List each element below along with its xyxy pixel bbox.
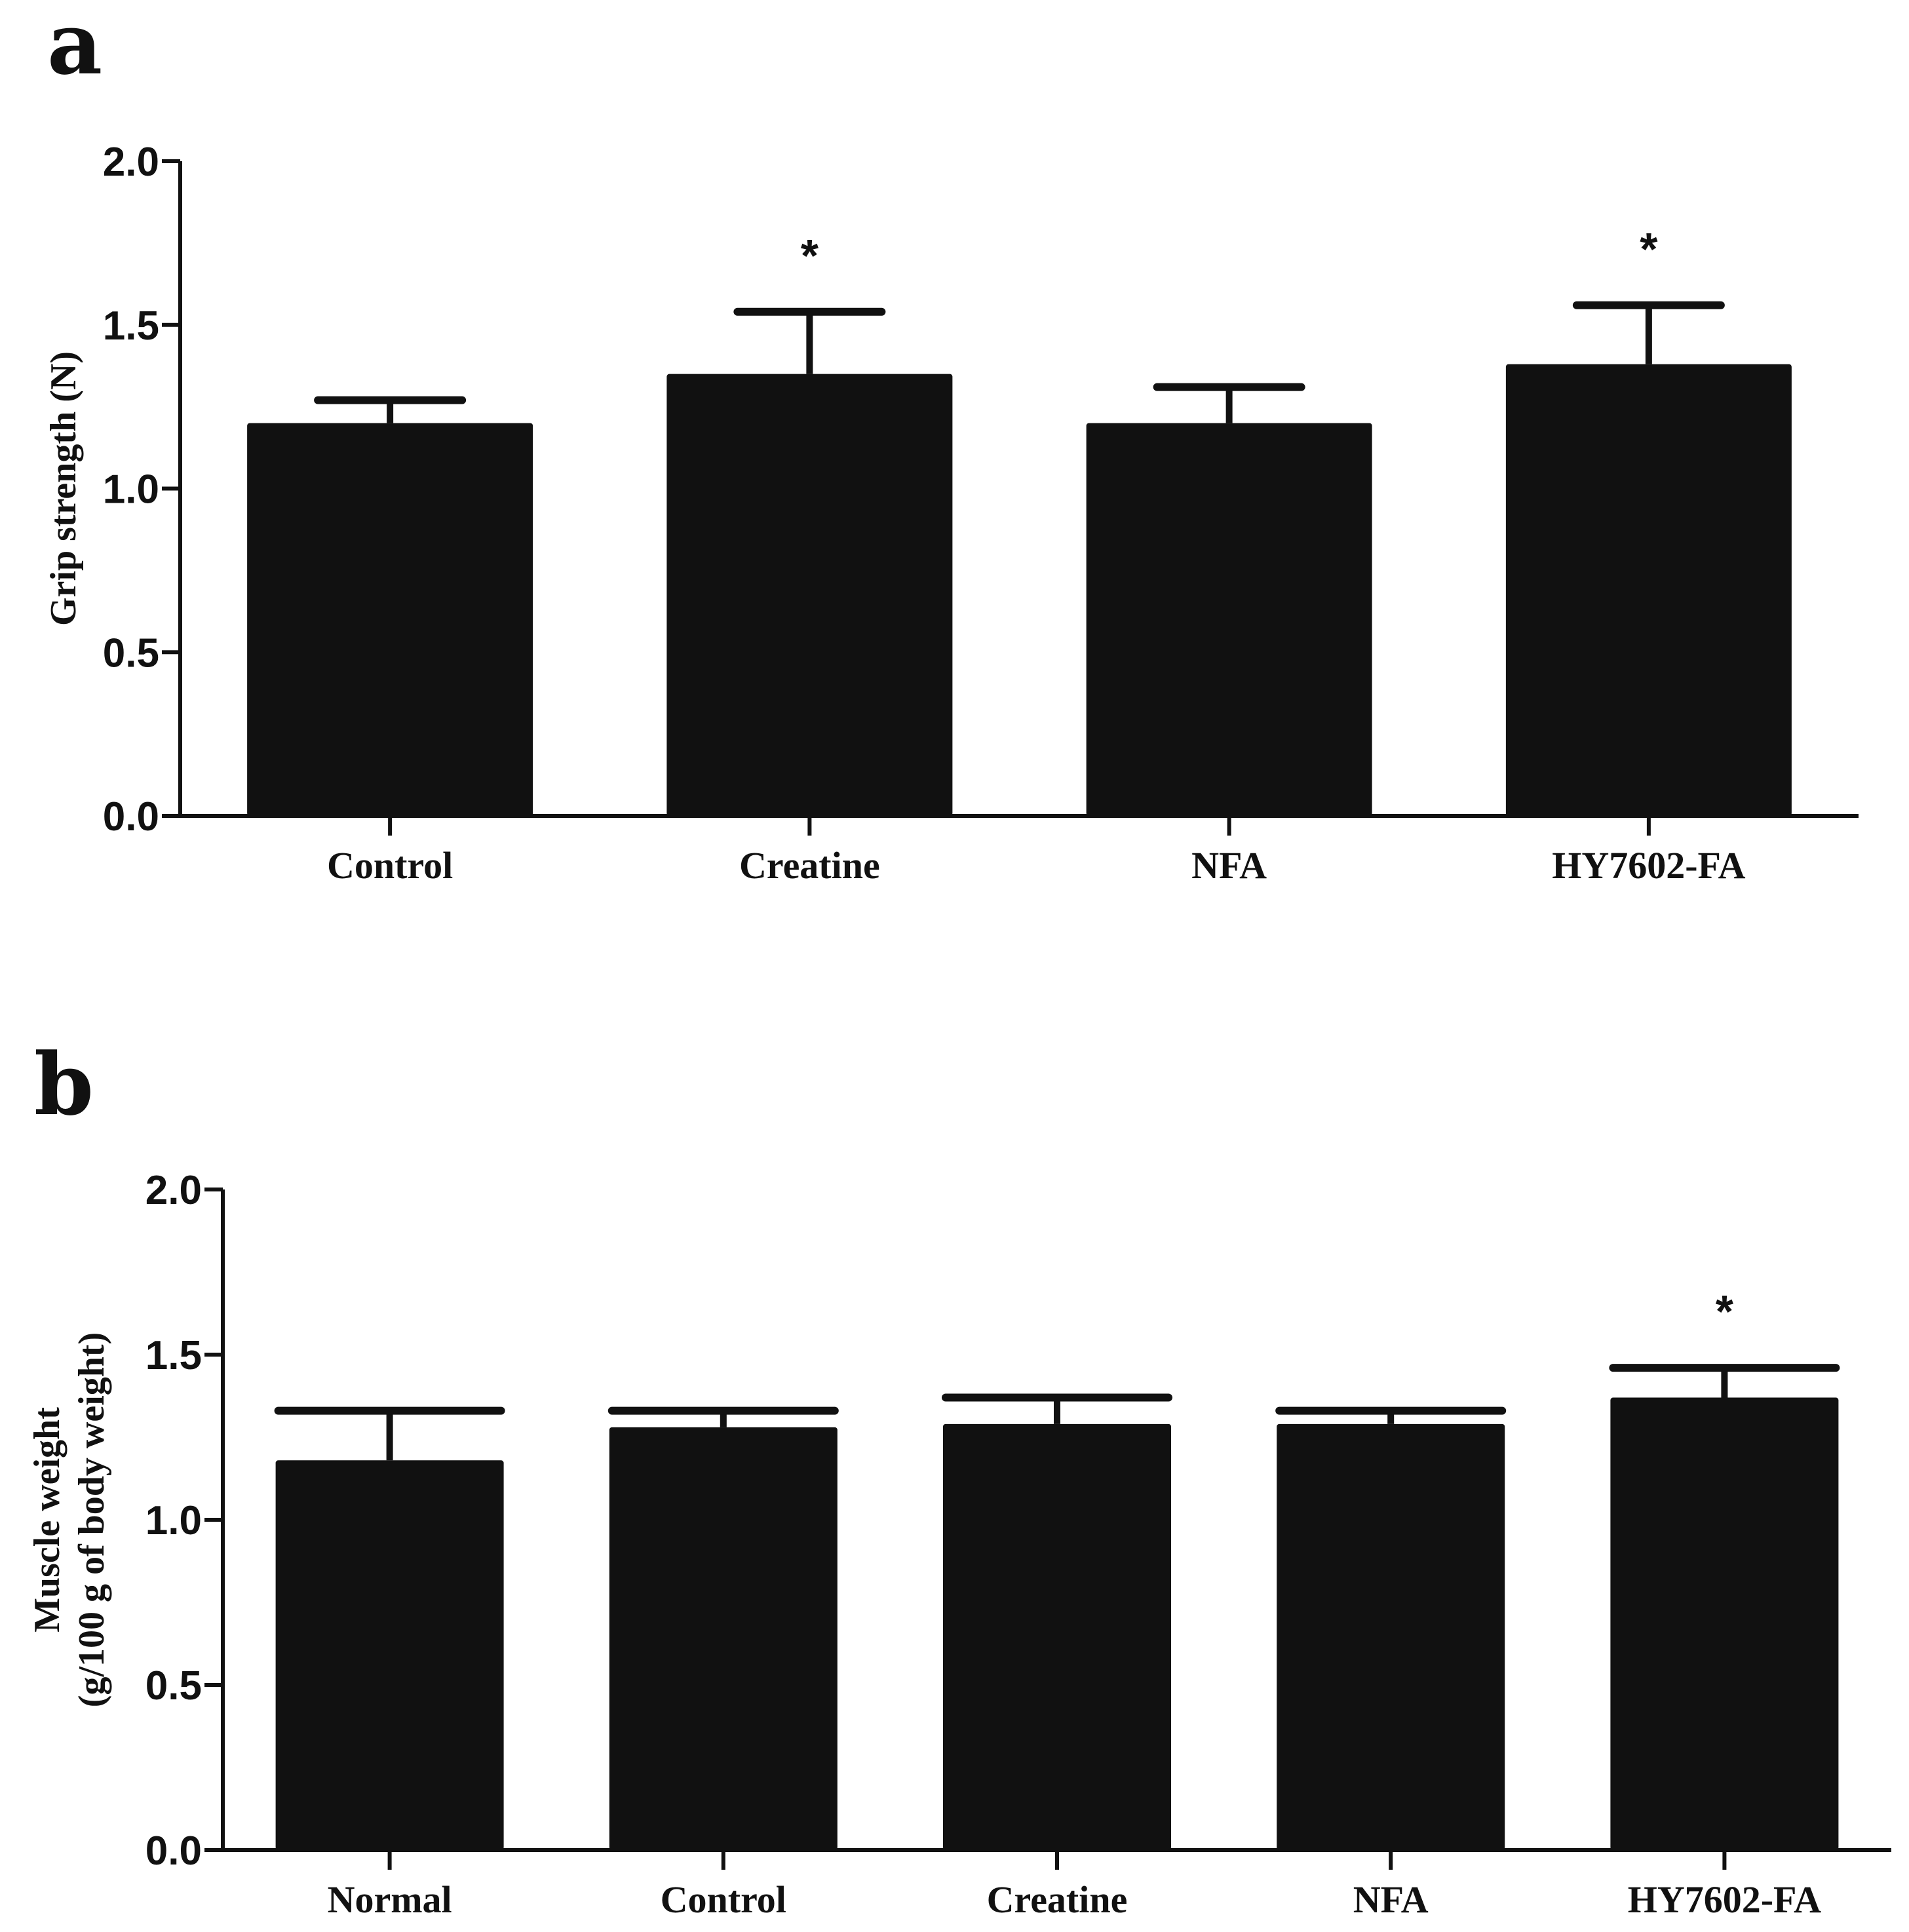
bar <box>1505 364 1792 816</box>
y-tick-label: 1.0 <box>103 467 159 512</box>
x-tick-label: NFA <box>1191 844 1267 887</box>
panel-letter: a <box>47 0 102 94</box>
y-axis-title-line: Grip strength (N) <box>43 351 84 626</box>
y-tick-label: 1.0 <box>145 1498 202 1543</box>
y-tick-label: 0.0 <box>145 1828 202 1874</box>
bar <box>1610 1397 1839 1850</box>
y-axis-title: Muscle weight (g/100 g of body weight) <box>27 1332 112 1707</box>
y-axis-title: Grip strength (N) <box>43 351 84 626</box>
y-tick-label: 0.0 <box>103 794 159 840</box>
y-axis-title-line: (g/100 g of body weight) <box>71 1332 112 1707</box>
y-tick-label: 1.5 <box>103 303 159 349</box>
x-tick-label: Creatine <box>739 844 880 887</box>
bar <box>943 1423 1171 1850</box>
x-tick-label: NFA <box>1353 1878 1429 1921</box>
significance-mark: * <box>801 230 819 281</box>
chart-a: a 0.0 0.5 1.0 1.5 2.0 Grip strength (N) Control… <box>43 0 1859 887</box>
x-tick-label: Creatine <box>987 1878 1128 1921</box>
bar <box>609 1427 838 1850</box>
y-tick-label: 1.5 <box>145 1333 202 1378</box>
y-axis-title-line: Muscle weight <box>27 1407 67 1633</box>
panel-letter: b <box>34 1034 94 1134</box>
x-tick-label: Control <box>661 1878 786 1921</box>
significance-mark: * <box>1716 1286 1734 1337</box>
y-tick-label: 2.0 <box>145 1168 202 1213</box>
bar <box>666 374 953 816</box>
y-tick-label: 0.5 <box>103 630 159 676</box>
bar <box>247 423 533 816</box>
significance-mark: * <box>1640 223 1658 275</box>
bar <box>1086 423 1372 816</box>
chart-b: b 0.0 0.5 1.0 1.5 2.0 Muscle weight (g/100 g of… <box>27 1034 1891 1921</box>
x-tick-label: HY7602-FA <box>1552 844 1745 887</box>
x-tick-label: HY7602-FA <box>1628 1878 1821 1921</box>
bar <box>1277 1423 1505 1850</box>
y-tick-label: 2.0 <box>103 140 159 185</box>
bar <box>275 1460 504 1850</box>
x-tick-label: Control <box>327 844 453 887</box>
x-tick-label: Normal <box>328 1878 452 1921</box>
y-tick-label: 0.5 <box>145 1663 202 1709</box>
